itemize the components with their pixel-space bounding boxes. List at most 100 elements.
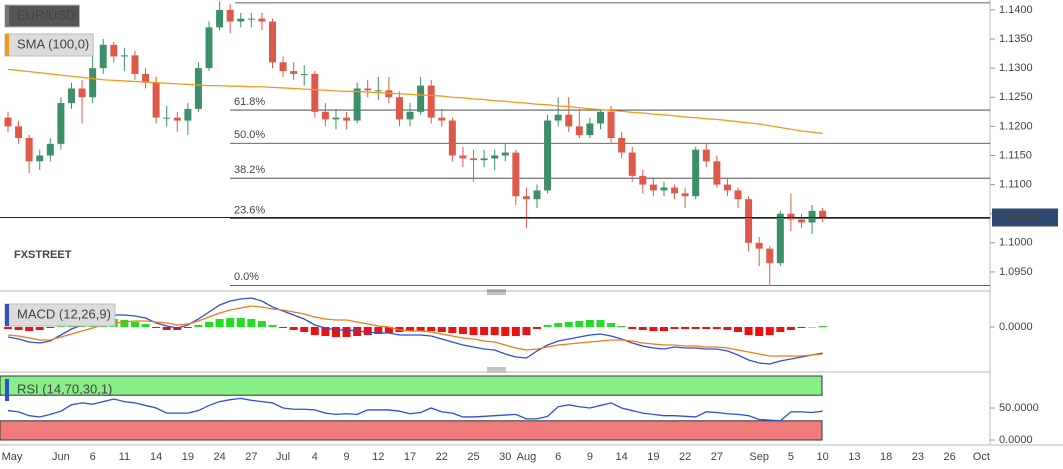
x-tick-label: Aug [517,451,537,463]
histogram-bar [607,323,616,327]
candle-body [427,85,435,118]
histogram-bar [691,327,700,329]
x-tick-label: 11 [119,451,130,463]
oversold-zone [0,420,823,441]
candle-body [692,149,700,197]
candle-body [258,18,266,22]
x-tick-label: 5 [788,451,794,463]
y-tick-label: 1.0950 [999,266,1033,278]
candle-body [776,213,784,264]
x-tick-label: 30 [499,451,511,463]
histogram-bar [723,327,732,330]
histogram-bar [744,327,753,335]
x-tick-label: 25 [467,451,479,463]
candle-body [660,187,668,191]
candle-body [470,158,478,161]
histogram-bar [416,327,425,331]
histogram-bar [226,318,235,327]
fibonacci-label: 50.0% [234,129,265,141]
candle-body [279,62,287,72]
histogram-bar [205,322,214,327]
last-price-box [992,208,1058,227]
y-tick-label: 0.0000 [999,434,1033,446]
x-tick-label: 14 [616,451,628,463]
candle-body [544,120,552,191]
candle-body [120,55,128,57]
x-tick-label: 9 [343,451,349,463]
histogram-bar [279,327,288,328]
candle-body [575,126,583,136]
x-tick-label: 6 [90,451,96,463]
candle-body [25,138,33,162]
histogram-bar [427,327,436,331]
candle-body [15,126,23,139]
y-tick-label: 1.1200 [999,120,1033,132]
histogram-bar [712,327,721,329]
candle-body [639,175,647,185]
histogram-bar [4,327,12,329]
histogram-bar [384,327,393,333]
candle-body [723,184,731,191]
candle-body [353,88,361,121]
candle-body [332,117,340,120]
candle-body [89,68,97,98]
resize-handle[interactable] [487,367,506,373]
histogram-bar [564,322,573,327]
y-tick-label: 1.1150 [999,149,1032,161]
candle-body [269,21,276,63]
histogram-bar [628,327,637,329]
histogram-bar [818,326,827,327]
y-tick-label: 1.1350 [999,33,1033,45]
macd-line [7,297,823,365]
candle-body [110,44,118,57]
histogram-bar [659,327,668,331]
sma-line [7,68,823,134]
histogram-bar [236,318,245,327]
histogram-bar [596,320,605,327]
candle-body [554,114,562,121]
histogram-bar [702,327,711,329]
watermark: FXSTREET [14,249,72,261]
histogram-bar [448,327,457,333]
histogram-bar [25,327,34,331]
resize-handle[interactable] [487,289,506,295]
legend-label: SMA (100,0) [17,36,89,51]
y-tick-label: 1.1400 [999,4,1033,16]
histogram-bar [141,324,150,327]
candle-body [406,111,414,120]
x-tick-label: Sep [749,451,769,463]
candle-body [586,123,594,136]
x-tick-label: 12 [372,451,384,463]
candle-body [596,111,604,124]
candle-body [36,155,44,162]
histogram-bar [511,327,520,336]
legend-label: RSI (14,70,30,1) [17,381,112,396]
candle-body [374,90,382,92]
histogram-bar [194,325,203,327]
candle-body [99,44,107,69]
legend-accent [5,34,9,56]
candle-body [46,143,54,156]
histogram-bar [300,327,309,332]
candle-body [755,242,763,249]
candle-body [321,111,329,120]
candle-body [173,117,181,121]
x-tick-label: 4 [312,451,318,463]
candle-body [618,138,626,153]
histogram-bar [765,327,774,335]
overbought-zone [0,375,823,396]
candle-body [364,88,372,91]
histogram-bar [554,323,563,327]
fibonacci-label: 38.2% [234,164,265,176]
candle-body [300,73,308,75]
candle-body [247,18,255,20]
candle-body [501,152,509,156]
candle-body [745,199,753,243]
candle-body [67,88,75,104]
x-tick-label: 22 [436,451,448,463]
candle-body [681,193,689,197]
candle-body [131,55,139,74]
x-tick-label: 24 [213,451,225,463]
x-tick-label: 17 [404,451,416,463]
